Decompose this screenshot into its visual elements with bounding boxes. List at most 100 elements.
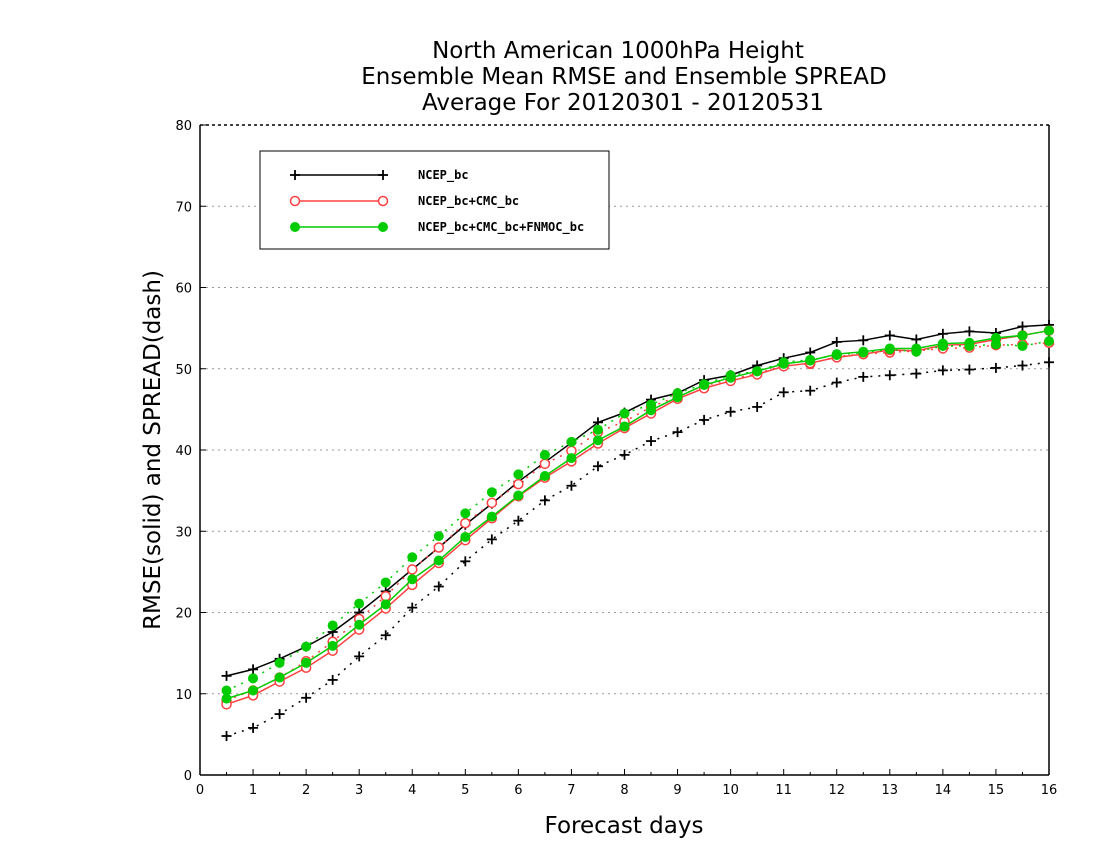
series-0-spread-point [619,449,630,460]
series-2-rmse-point [858,346,869,357]
series-0-spread-point [831,377,842,388]
series-0-spread-point [221,731,232,741]
y-tick-label-20: 20 [175,607,192,622]
series-2 [221,325,1054,704]
series-0-rmse-point [221,670,232,681]
series-2-rmse-point [619,421,630,432]
series-2-rmse-point [805,355,816,366]
series-0-rmse-point [1017,321,1028,332]
y-tick-label-10: 10 [175,688,192,703]
series-2-rmse-point [460,531,471,542]
series-0 [221,319,1054,741]
series-2-rmse-point [433,555,444,566]
series-2-spread-point [380,577,391,588]
series-2-rmse-point [831,349,842,360]
series-2-spread-point [327,620,338,631]
series-0-spread-point [460,556,471,567]
x-tick-label-15: 15 [988,783,1005,798]
y-axis-label: RMSE(solid) and SPREAD(dash) [140,270,166,630]
series-2-spread-point [619,408,630,419]
y-tick-label-60: 60 [175,282,192,297]
y-tick-label-0: 0 [184,769,192,784]
series-2-spread-point [248,673,259,684]
series-2-spread-point [513,469,524,480]
x-tick-label-10: 10 [722,783,739,798]
series-0-spread-point [327,674,338,685]
series-2-rmse-point [672,392,683,403]
series-1-spread-point [513,478,524,490]
x-tick-label-7: 7 [567,783,575,798]
series-1-spread-point [407,564,418,575]
series-0-rmse-point [911,334,922,345]
series-2-rmse-point [990,332,1001,343]
series-0-spread-point [884,370,895,381]
series-0-spread-point [248,722,259,733]
x-tick-label-13: 13 [882,783,899,798]
series-1-spread-point [433,542,445,553]
x-tick-label-5: 5 [461,783,469,798]
series-0-spread-point [672,427,683,438]
series-1 [221,325,1055,710]
series-2-rmse-point [884,343,895,354]
x-axis-label: Forecast days [545,813,704,839]
series-2-rmse-point [911,343,922,354]
series-0-spread-point [964,364,975,375]
series-1-spread-line [226,342,1050,701]
series-2-rmse-point [699,380,710,390]
series-2-rmse-point [1044,325,1054,336]
series-2-spread-point [592,424,603,435]
series-2-rmse-point [354,619,365,630]
series-2-spread-point [1044,336,1054,347]
series-0-spread-point [990,362,1001,373]
legend-marker-left [290,222,300,232]
series-1-spread-point [539,458,551,470]
series-0-spread-point [592,461,603,472]
y-tick-label-40: 40 [175,444,192,459]
series-2-spread-point [407,552,418,563]
legend-item-2: NCEP_bc+CMC_bc+FNMOC_bc [290,220,584,235]
x-tick-label-16: 16 [1041,783,1058,798]
series-0-spread-point [274,709,285,720]
series-2-spread-point [1017,341,1028,351]
chart-title-line-3: Average For 20120301 - 20120531 [422,90,824,116]
series-0-rmse-point [248,664,259,675]
series-2-spread-point [460,508,471,519]
series-2-rmse-point [301,657,312,668]
series-2-spread-point [354,598,365,609]
x-tick-label-3: 3 [355,783,363,798]
series-0-spread-point [354,651,365,662]
series-0-spread-point [699,414,710,425]
legend-box [259,150,610,250]
legend-label-2: NCEP_bc+CMC_bc+FNMOC_bc [418,220,584,235]
legend-marker-left [290,170,300,180]
x-tick-label-0: 0 [196,783,204,798]
series-2-rmse-point [752,366,763,377]
series-0-spread-point [301,692,312,703]
chart-title-line-2: Ensemble Mean RMSE and Ensemble SPREAD [361,64,886,90]
series-2-rmse-point [964,337,975,348]
x-tick-label-11: 11 [775,783,792,798]
legend-item-1: NCEP_bc+CMC_bc [289,194,519,209]
x-tick-label-6: 6 [514,783,522,798]
series-0-spread-point [566,480,577,491]
series-2-rmse-point [725,372,736,383]
series-2-rmse-point [566,453,577,464]
x-tick-label-12: 12 [828,783,845,798]
series-0-spread-point [752,401,763,412]
series-2-spread-point [274,657,285,668]
series-2-spread-point [539,449,550,460]
x-tick-label-8: 8 [620,783,628,798]
x-tick-label-9: 9 [673,783,681,798]
series-0-spread-point [407,602,418,613]
legend-label-1: NCEP_bc+CMC_bc [418,194,519,209]
series-0-rmse-point [964,326,975,337]
series-2-rmse-point [937,338,948,349]
series-2-spread-point [566,436,577,447]
legend-marker-right [378,170,388,180]
series-2-rmse-point [592,435,603,446]
series-layer [221,319,1055,741]
series-0-rmse-point [831,336,842,347]
series-0-rmse-point [937,328,948,339]
series-0-spread-point [937,365,948,376]
